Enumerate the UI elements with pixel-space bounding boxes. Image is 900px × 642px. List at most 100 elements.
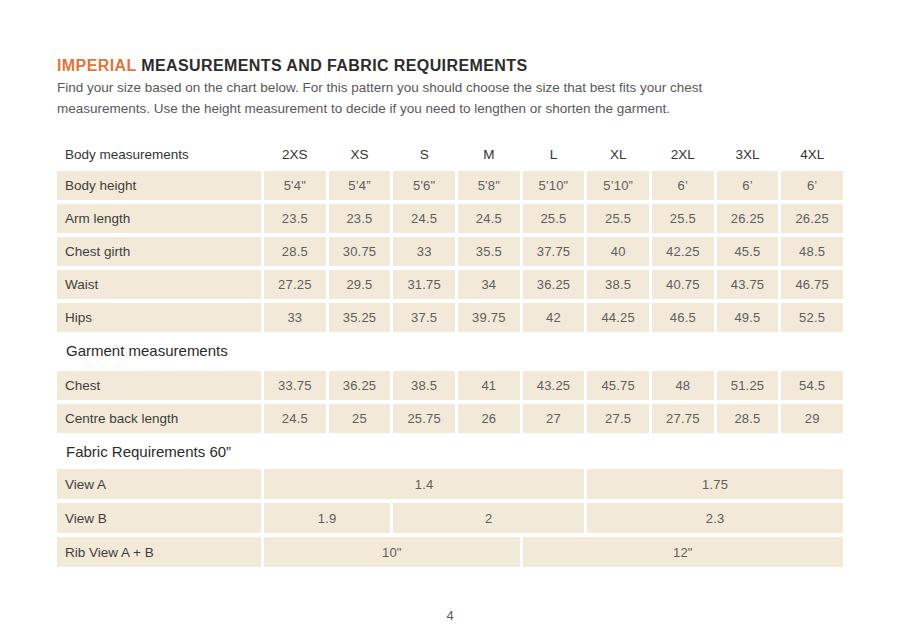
body-measurement-value-cell: 33 xyxy=(393,237,455,266)
fabric-requirement-row-label: View A xyxy=(57,469,261,499)
body-measurement-value-cell: 24.5 xyxy=(393,204,455,233)
body-measurement-value-cell: 34 xyxy=(458,270,520,299)
body-measurement-row-label: Arm length xyxy=(57,204,261,233)
page-title: IMPERIAL MEASUREMENTS AND FABRIC REQUIRE… xyxy=(57,56,843,75)
body-measurement-value-cell: 46.75 xyxy=(781,270,843,299)
garment-measurement-value-cell: 54.5 xyxy=(781,371,843,400)
body-measurement-value-cell: 28.5 xyxy=(264,237,326,266)
body-measurement-value-cell: 23.5 xyxy=(264,204,326,233)
garment-measurements-heading: Garment measurements xyxy=(57,340,843,360)
body-measurement-value-cell: 40.75 xyxy=(652,270,714,299)
body-measurement-value-cell: 37.5 xyxy=(393,303,455,332)
body-measurement-value-cell: 35.5 xyxy=(458,237,520,266)
body-measurement-value-cell: 25.5 xyxy=(652,204,714,233)
body-measurement-value-cell: 43.75 xyxy=(717,270,779,299)
body-measurement-row: Hips3335.2537.539.754244.2546.549.552.5 xyxy=(57,303,843,332)
garment-measurement-value-cell: 27 xyxy=(523,404,585,433)
garment-measurement-row: Centre back length24.52525.75262727.527.… xyxy=(57,404,843,433)
size-column-header: M xyxy=(458,143,520,165)
garment-measurement-row-label: Chest xyxy=(57,371,261,400)
body-measurement-value-cell: 5’4” xyxy=(329,171,391,200)
garment-measurement-value-cell: 27.5 xyxy=(587,404,649,433)
size-table-header-row: Body measurements 2XSXSSMLXL2XL3XL4XL xyxy=(57,143,843,165)
garment-measurement-value-cell: 27.75 xyxy=(652,404,714,433)
body-measurement-row-label: Body height xyxy=(57,171,261,200)
garment-measurement-value-cell: 24.5 xyxy=(264,404,326,433)
body-measurement-value-cell: 45.5 xyxy=(717,237,779,266)
body-measurement-value-cell: 26.25 xyxy=(717,204,779,233)
body-measurement-value-cell: 5'6" xyxy=(393,171,455,200)
garment-measurement-row-label: Centre back length xyxy=(57,404,261,433)
size-column-header: XL xyxy=(587,143,649,165)
size-column-header: 2XS xyxy=(264,143,326,165)
garment-measurement-value-cell: 45.75 xyxy=(587,371,649,400)
body-measurement-value-cell: 42.25 xyxy=(652,237,714,266)
size-column-header: L xyxy=(523,143,585,165)
body-measurements-header-label: Body measurements xyxy=(57,143,261,165)
garment-measurement-value-cell: 33.75 xyxy=(264,371,326,400)
fabric-requirement-value-cell: 2.3 xyxy=(587,503,843,533)
body-measurement-value-cell: 5'8" xyxy=(458,171,520,200)
body-measurement-row-label: Waist xyxy=(57,270,261,299)
body-measurement-value-cell: 49.5 xyxy=(717,303,779,332)
body-measurement-row: Arm length23.523.524.524.525.525.525.526… xyxy=(57,204,843,233)
body-measurement-row: Waist27.2529.531.753436.2538.540.7543.75… xyxy=(57,270,843,299)
garment-measurement-value-cell: 38.5 xyxy=(393,371,455,400)
body-measurement-value-cell: 36.25 xyxy=(523,270,585,299)
intro-text: Find your size based on the chart below.… xyxy=(57,77,843,119)
size-column-header: XS xyxy=(329,143,391,165)
body-measurement-value-cell: 48.5 xyxy=(781,237,843,266)
garment-measurement-value-cell: 41 xyxy=(458,371,520,400)
fabric-requirements-heading: Fabric Requirements 60” xyxy=(57,441,843,461)
body-measurement-value-cell: 27.25 xyxy=(264,270,326,299)
garment-measurement-value-cell: 29 xyxy=(781,404,843,433)
body-measurement-value-cell: 52.5 xyxy=(781,303,843,332)
body-measurement-value-cell: 40 xyxy=(587,237,649,266)
fabric-requirement-value-cell: 1.9 xyxy=(264,503,390,533)
fabric-requirement-value-cell: 10" xyxy=(264,537,520,567)
garment-measurements-rows: Chest33.7536.2538.54143.2545.754851.2554… xyxy=(57,371,843,433)
fabric-requirement-row: View B1.922.3 xyxy=(57,503,843,533)
body-measurement-value-cell: 5’10” xyxy=(587,171,649,200)
body-measurement-row: Body height5'4"5’4”5'6"5'8"5'10"5’10”6’6… xyxy=(57,171,843,200)
body-measurement-value-cell: 6’ xyxy=(781,171,843,200)
garment-measurement-value-cell: 48 xyxy=(652,371,714,400)
fabric-requirement-row-label: Rib View A + B xyxy=(57,537,261,567)
body-measurement-value-cell: 25.5 xyxy=(587,204,649,233)
garment-measurement-row: Chest33.7536.2538.54143.2545.754851.2554… xyxy=(57,371,843,400)
body-measurement-value-cell: 33 xyxy=(264,303,326,332)
body-measurement-value-cell: 39.75 xyxy=(458,303,520,332)
fabric-requirement-value-cell: 1.4 xyxy=(264,469,584,499)
garment-measurement-value-cell: 26 xyxy=(458,404,520,433)
fabric-requirement-row: View A1.41.75 xyxy=(57,469,843,499)
body-measurement-value-cell: 29.5 xyxy=(329,270,391,299)
body-measurement-row: Chest girth28.530.753335.537.754042.2545… xyxy=(57,237,843,266)
document-page: IMPERIAL MEASUREMENTS AND FABRIC REQUIRE… xyxy=(0,56,900,642)
body-measurement-row-label: Hips xyxy=(57,303,261,332)
body-measurement-value-cell: 37.75 xyxy=(523,237,585,266)
intro-line-1: Find your size based on the chart below.… xyxy=(57,80,702,95)
garment-measurement-value-cell: 25 xyxy=(329,404,391,433)
body-measurement-value-cell: 30.75 xyxy=(329,237,391,266)
title-rest: MEASUREMENTS AND FABRIC REQUIREMENTS xyxy=(136,57,527,74)
size-column-header: 3XL xyxy=(717,143,779,165)
body-measurement-value-cell: 46.5 xyxy=(652,303,714,332)
garment-measurement-value-cell: 51.25 xyxy=(717,371,779,400)
body-measurement-value-cell: 26.25 xyxy=(781,204,843,233)
body-measurement-value-cell: 24.5 xyxy=(458,204,520,233)
size-column-header: S xyxy=(393,143,455,165)
body-measurement-value-cell: 35.25 xyxy=(329,303,391,332)
body-measurement-value-cell: 42 xyxy=(523,303,585,332)
fabric-requirement-value-cell: 1.75 xyxy=(587,469,843,499)
garment-measurement-value-cell: 36.25 xyxy=(329,371,391,400)
title-highlight: IMPERIAL xyxy=(57,57,136,74)
body-measurement-value-cell: 5'10" xyxy=(523,171,585,200)
fabric-requirement-value-cell: 2 xyxy=(393,503,584,533)
fabric-requirement-row: Rib View A + B10"12" xyxy=(57,537,843,567)
fabric-requirement-row-label: View B xyxy=(57,503,261,533)
size-column-header: 4XL xyxy=(781,143,843,165)
body-measurement-value-cell: 6’ xyxy=(652,171,714,200)
body-measurement-row-label: Chest girth xyxy=(57,237,261,266)
garment-measurement-value-cell: 25.75 xyxy=(393,404,455,433)
body-measurement-value-cell: 6’ xyxy=(717,171,779,200)
